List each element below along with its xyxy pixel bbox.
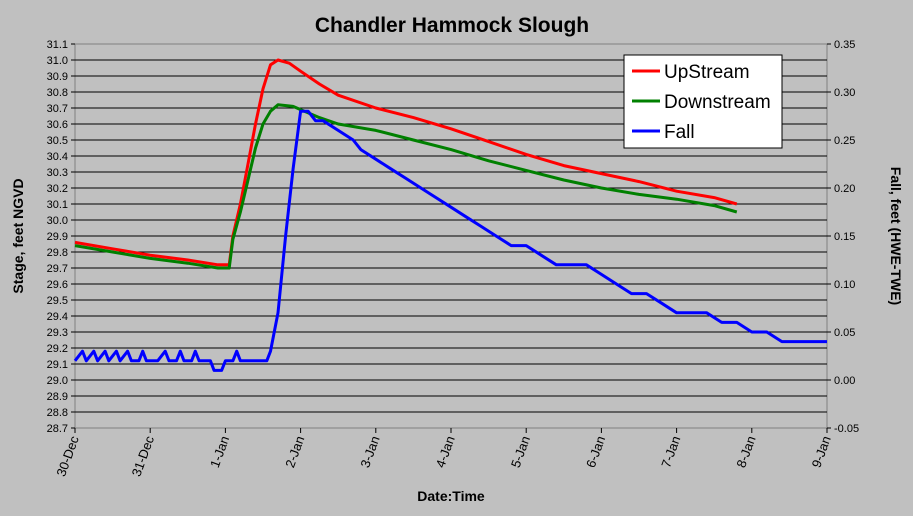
x-tick-label: 1-Jan	[207, 434, 232, 470]
left-tick-label: 31.1	[47, 39, 68, 51]
right-tick-label: 0.25	[834, 135, 855, 147]
left-tick-label: 31.0	[47, 55, 68, 67]
chart-title: Chandler Hammock Slough	[315, 14, 589, 37]
legend: UpStream Downstream Fall	[623, 54, 783, 149]
x-tick-label: 7-Jan	[658, 434, 683, 470]
left-axis: 28.7 28.8 28.9 29.0 29.1 29.2 29.3 29.4 29.5 29.6…	[47, 39, 75, 435]
left-tick-label: 29.6	[47, 279, 68, 291]
x-tick-label: 6-Jan	[583, 434, 608, 470]
left-tick-label: 28.9	[47, 391, 68, 403]
legend-label: Downstream	[664, 92, 771, 113]
right-tick-label: 0.10	[834, 279, 855, 291]
x-axis-title: Date:Time	[417, 488, 485, 504]
right-tick-label: 0.30	[834, 87, 855, 99]
left-tick-label: 28.7	[47, 423, 68, 435]
x-tick-label: 4-Jan	[433, 434, 458, 470]
legend-label: Fall	[664, 122, 695, 143]
x-axis: 30-Dec 31-Dec 1-Jan 2-Jan 3-Jan 4-Jan 5-Jan 6-J…	[53, 428, 834, 478]
left-tick-label: 29.1	[47, 359, 68, 371]
x-tick-label: 30-Dec	[53, 433, 82, 478]
right-tick-label: -0.05	[834, 423, 859, 435]
gridlines	[75, 59, 827, 413]
left-tick-label: 30.0	[47, 215, 68, 227]
left-tick-label: 30.7	[47, 103, 68, 115]
left-tick-label: 28.8	[47, 407, 68, 419]
right-tick-label: 0.35	[834, 39, 855, 51]
series-line-upstream	[74, 58, 738, 267]
right-tick-label: 0.20	[834, 183, 855, 195]
left-tick-label: 30.6	[47, 119, 68, 131]
left-tick-label: 30.5	[47, 135, 68, 147]
x-tick-label: 5-Jan	[508, 434, 533, 470]
left-tick-label: 29.9	[47, 231, 68, 243]
left-tick-label: 30.1	[47, 199, 68, 211]
series-line-fall	[73, 109, 827, 372]
left-tick-label: 29.4	[47, 311, 68, 323]
left-tick-label: 29.3	[47, 327, 68, 339]
legend-label: UpStream	[664, 62, 750, 83]
left-tick-label: 30.8	[47, 87, 68, 99]
left-tick-label: 30.9	[47, 71, 68, 83]
x-tick-label: 8-Jan	[733, 434, 758, 470]
right-tick-label: 0.05	[834, 327, 855, 339]
left-tick-label: 29.2	[47, 343, 68, 355]
right-axis: -0.05 0.00 0.05 0.10 0.15 0.20 0.25 0.30 0.35	[827, 39, 859, 435]
left-tick-label: 29.7	[47, 263, 68, 275]
series-lines	[73, 58, 827, 372]
left-tick-label: 30.3	[47, 167, 68, 179]
x-tick-label: 9-Jan	[809, 434, 834, 470]
left-tick-label: 30.2	[47, 183, 68, 195]
left-tick-label: 29.5	[47, 295, 68, 307]
right-axis-title: Fall, feet (HWE-TWE)	[888, 167, 904, 305]
right-tick-label: 0.00	[834, 375, 855, 387]
series-line-downstream	[74, 103, 738, 270]
left-tick-label: 29.0	[47, 375, 68, 387]
right-tick-label: 0.15	[834, 231, 855, 243]
left-tick-label: 30.4	[47, 151, 68, 163]
left-tick-label: 29.8	[47, 247, 68, 259]
left-axis-title: Stage, feet NGVD	[10, 178, 26, 293]
x-tick-label: 3-Jan	[357, 434, 382, 470]
x-tick-label: 31-Dec	[129, 433, 158, 478]
x-tick-label: 2-Jan	[282, 434, 307, 470]
